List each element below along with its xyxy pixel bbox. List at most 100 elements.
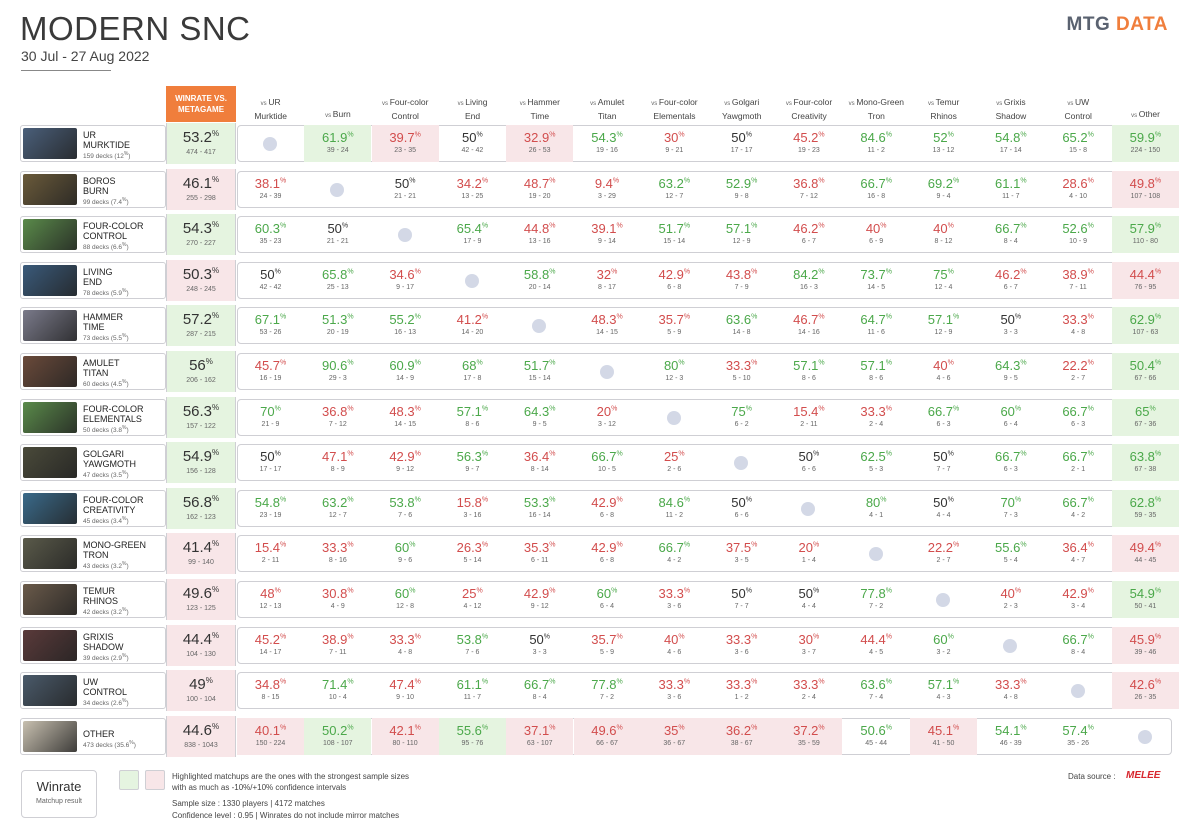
matchup-winrate: 70% (237, 404, 304, 419)
matchup-winrate: 42.9% (506, 586, 573, 601)
deck-count-unit: % (122, 242, 127, 249)
matchup-record: 5 - 10 (732, 375, 751, 382)
matchup-winrate-number: 15.4 (793, 403, 819, 419)
matchup-cell: 37.2% 35 - 59 (775, 717, 843, 755)
matchup-winrate: 63.6% (708, 312, 775, 327)
column-header-line: vs Hammer (506, 96, 573, 110)
percent-sign: % (953, 314, 960, 322)
deck-name: FOUR-COLOR CONTROL (83, 221, 144, 241)
matchup-winrate-number: 50 (462, 130, 477, 145)
row-frame (237, 444, 1172, 482)
matchup-cell: 33.3% 4 - 8 (977, 672, 1044, 709)
matchup-winrate-number: 54.8 (995, 130, 1021, 145)
percent-sign: % (885, 314, 892, 322)
matchup-record: 1 - 2 (734, 694, 749, 702)
column-header-text: Hammer (527, 97, 560, 107)
matchup-record: 4 - 7 (1071, 557, 1086, 565)
percent-sign: % (885, 177, 892, 185)
percent-sign: % (1014, 496, 1022, 504)
percent-sign: % (1154, 268, 1162, 276)
matchup-record: 15 - 8 (1069, 147, 1088, 154)
percent-sign: % (212, 448, 220, 458)
percent-sign: % (347, 587, 354, 595)
matchup-cell: 40% 6 - 9 (843, 216, 910, 253)
matchup-record: 8 - 4 (532, 694, 547, 702)
matchup-winrate: 20% (775, 540, 842, 555)
column-header-text: Creativity (791, 111, 827, 121)
percent-sign: % (549, 496, 556, 504)
matchup-winrate-number: 32.9 (523, 130, 550, 145)
matchup-record: 8 - 4 (1071, 648, 1086, 656)
matchup-winrate: 56.3% (439, 449, 506, 464)
matchup-winrate: 50% (775, 586, 842, 601)
matchup-cell: 52% 13 - 12 (910, 125, 977, 162)
matchup-winrate: 44.4% (1112, 267, 1179, 282)
deck-count-close: ) (126, 609, 129, 617)
deck-count: 78 decks (5.9%) (83, 288, 129, 297)
deck-count-unit: % (122, 515, 127, 522)
matchup-record: 9 - 7 (465, 466, 480, 474)
matchup-winrate-number: 42.9 (591, 540, 617, 556)
deck-name-line: UW (83, 677, 98, 688)
overall-record: 206 - 162 (186, 377, 216, 384)
matchup-winrate: 15.8% (439, 495, 506, 510)
matchup-cell: 26.3% 5 - 14 (439, 535, 506, 572)
matchup-winrate-number: 33.3 (658, 586, 684, 601)
percent-sign: % (549, 405, 556, 413)
deck-count-text: 39 decks (2.9 (83, 654, 123, 662)
percent-sign: % (1020, 131, 1027, 139)
date-range: 30 Jul - 27 Aug 2022 (21, 48, 150, 64)
matchup-cell: 42.9% 3 - 4 (1045, 581, 1112, 618)
percent-sign: % (347, 314, 354, 322)
matchup-winrate-number: 57.4 (1062, 722, 1088, 738)
percent-sign: % (616, 542, 623, 550)
matchup-record: 2 - 4 (801, 694, 816, 702)
matchup-winrate: 35% (641, 723, 708, 738)
matchup-winrate: 41.2% (439, 312, 506, 327)
matchup-record: 6 - 8 (599, 511, 614, 519)
matchup-winrate: 40% (910, 221, 977, 236)
deck-count-close: ) (126, 472, 129, 480)
column-header: vs Burn (304, 88, 371, 122)
matchup-winrate: 54.8% (977, 130, 1044, 145)
matchup-winrate-number: 35.7 (658, 312, 684, 328)
matchup-winrate: 53.3% (506, 495, 573, 510)
matchup-winrate-number: 71.4 (322, 677, 348, 693)
percent-sign: % (549, 678, 556, 686)
matchup-cell: 51.3% 20 - 19 (304, 307, 371, 344)
matchup-winrate: 40% (843, 221, 910, 236)
deck-count-unit: % (122, 379, 127, 385)
percent-sign: % (947, 268, 954, 276)
matchup-winrate-number: 61.1 (456, 677, 482, 693)
deck-art-thumbnail (23, 629, 77, 661)
matchup-winrate: 49.8% (1112, 176, 1179, 191)
matchup-winrate-number: 35 (663, 722, 679, 738)
overall-winrate-cell: 44.6% 838 - 1043 (166, 715, 236, 757)
percent-sign: % (549, 724, 556, 732)
matchup-winrate: 33.3% (372, 632, 439, 647)
percent-sign: % (1154, 633, 1162, 641)
matchup-winrate: 63.2% (641, 176, 708, 191)
deck-row: AMULET TITAN 60 decks (4.5%) 56% 206 - 162 45… (20, 351, 1179, 392)
matchup-record: 29 - 3 (328, 375, 347, 382)
matchup-cell: 57.1% 8 - 6 (775, 353, 842, 390)
matchup-record: 21 - 21 (394, 192, 416, 200)
deck-count-unit: % (123, 151, 129, 157)
deck-count: 43 decks (3.2%) (83, 561, 129, 570)
percent-sign: % (818, 359, 825, 367)
deck-count-text: 42 decks (3.2 (83, 609, 123, 617)
column-header: vs UW Control (1045, 88, 1112, 122)
percent-sign: % (818, 131, 825, 139)
percent-sign: % (880, 496, 887, 504)
matchup-winrate-number: 37.2 (793, 722, 819, 738)
matchup-record: 3 - 5 (734, 557, 749, 565)
overall-winrate-cell: 56.3% 157 - 122 (166, 396, 236, 438)
matchup-record: 9 - 21 (665, 147, 684, 154)
mirror-dot-icon (464, 273, 479, 288)
data-source-label: Data source : (1068, 772, 1116, 781)
percent-sign: % (549, 450, 556, 458)
deck-name: AMULET TITAN (83, 358, 120, 378)
matchup-record: 9 - 12 (396, 466, 415, 474)
matchup-winrate-number: 40 (865, 221, 881, 237)
percent-sign: % (280, 724, 287, 732)
